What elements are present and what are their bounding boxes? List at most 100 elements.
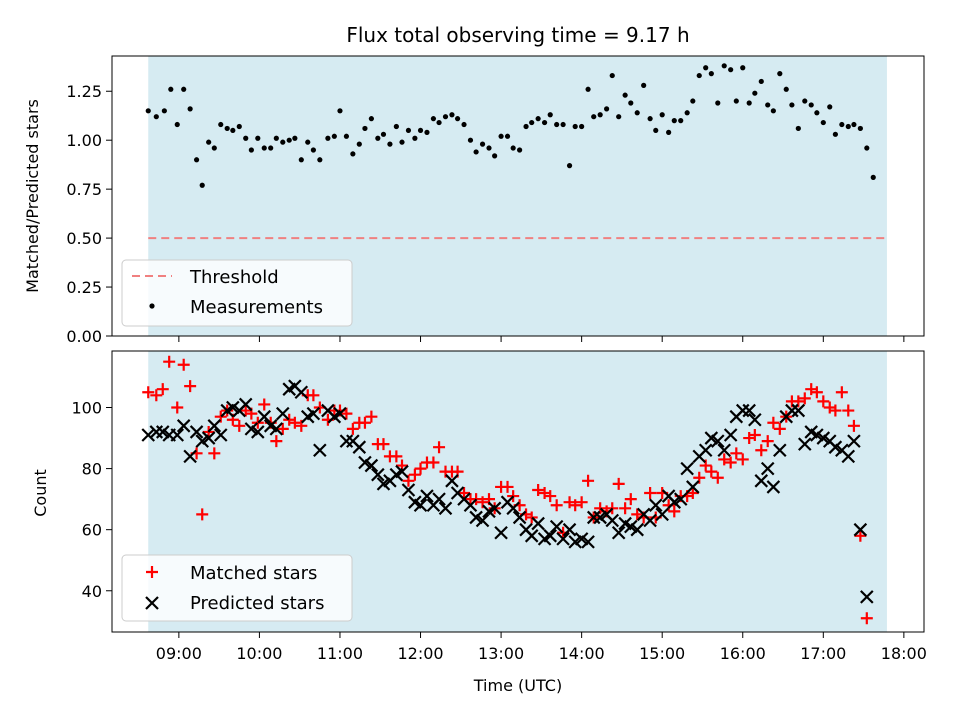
predicted-star-point bbox=[531, 516, 545, 531]
predicted-star-point bbox=[512, 510, 527, 525]
predicted-star-point bbox=[562, 522, 577, 537]
measurement-point bbox=[380, 131, 387, 137]
matched-star-point bbox=[377, 438, 390, 451]
measurement-point bbox=[517, 147, 523, 153]
matched-star-point bbox=[427, 456, 440, 469]
predicted-star-point bbox=[487, 501, 502, 516]
predicted-star-point bbox=[643, 513, 657, 528]
measurement-point bbox=[647, 116, 653, 122]
legend-measurements-swatch bbox=[149, 303, 155, 309]
matched-star-point bbox=[276, 422, 289, 435]
predicted-star-point bbox=[395, 464, 409, 479]
matched-star-point bbox=[624, 493, 637, 506]
predicted-star-point bbox=[760, 461, 775, 476]
legend-predicted-label: Predicted stars bbox=[190, 593, 324, 614]
matched-star-point bbox=[854, 529, 867, 542]
measurement-point bbox=[795, 125, 801, 132]
predicted-star-point bbox=[748, 412, 762, 427]
matched-star-point bbox=[724, 456, 737, 469]
predicted-star-point bbox=[611, 525, 626, 540]
predicted-star-point bbox=[655, 507, 669, 522]
matched-star-point bbox=[390, 450, 403, 463]
matched-star-point bbox=[612, 477, 625, 490]
top-panel: 0.00 0.25 0.50 0.75 1.00 1.25 Matched/Predict… bbox=[23, 55, 925, 346]
matched-star-point bbox=[773, 422, 786, 435]
measurement-point bbox=[591, 114, 597, 120]
matched-star-point bbox=[171, 401, 184, 414]
measurement-point bbox=[789, 102, 795, 108]
measurement-point bbox=[393, 123, 399, 130]
measurement-point bbox=[498, 133, 504, 139]
matched-star-point bbox=[458, 487, 471, 500]
predicted-star-point bbox=[313, 443, 327, 458]
predicted-star-point bbox=[238, 397, 253, 412]
measurement-point bbox=[566, 163, 573, 169]
matched-star-point bbox=[767, 416, 780, 429]
measurement-point bbox=[255, 135, 261, 141]
measurement-point bbox=[554, 121, 560, 128]
measurement-point bbox=[740, 65, 746, 71]
measurement-point bbox=[820, 119, 826, 126]
measurement-point bbox=[224, 125, 230, 132]
measurement-point bbox=[609, 72, 615, 79]
matched-star-point bbox=[575, 496, 588, 509]
predicted-star-point bbox=[742, 403, 756, 418]
measurement-point bbox=[356, 141, 362, 147]
measurement-point bbox=[690, 98, 696, 104]
predicted-star-point bbox=[170, 428, 185, 442]
measurement-point bbox=[659, 112, 665, 118]
matched-star-point bbox=[177, 358, 190, 371]
measurement-point bbox=[430, 116, 437, 122]
predicted-star-point bbox=[798, 437, 812, 451]
predicted-star-point bbox=[257, 409, 272, 424]
measurement-point bbox=[827, 104, 833, 110]
predicted-star-point bbox=[494, 525, 508, 540]
x-tick-label: 11:00 bbox=[317, 644, 363, 663]
matched-star-point bbox=[258, 398, 271, 411]
measurement-point bbox=[181, 86, 187, 92]
measurement-point bbox=[529, 119, 535, 126]
measurement-point bbox=[206, 139, 212, 145]
measurement-point bbox=[199, 182, 205, 188]
predicted-star-point bbox=[352, 440, 367, 454]
matched-star-point bbox=[711, 471, 724, 484]
measurement-point bbox=[541, 119, 548, 126]
measurement-point bbox=[298, 157, 304, 163]
predicted-star-point bbox=[847, 434, 861, 448]
measurement-point bbox=[399, 139, 405, 145]
matched-star-point bbox=[365, 410, 378, 423]
matched-star-point bbox=[798, 392, 811, 405]
x-tick-label: 09:00 bbox=[156, 644, 202, 663]
predicted-star-point bbox=[853, 522, 868, 537]
measurement-point bbox=[597, 112, 603, 118]
measurement-point bbox=[839, 121, 845, 128]
measurement-point bbox=[317, 157, 323, 163]
bottom-legend: Matched stars Predicted stars bbox=[121, 554, 353, 622]
predicted-star-point bbox=[438, 501, 453, 516]
predicted-star-point bbox=[581, 535, 595, 549]
matched-star-point bbox=[847, 419, 860, 432]
bottom-panel: 40 60 80 100 09:00 10:00 11:00 12:00 13:00 14:00… bbox=[31, 350, 927, 663]
measurement-point bbox=[230, 127, 236, 134]
predicted-star-point bbox=[141, 428, 156, 442]
measurement-points bbox=[145, 63, 876, 188]
matched-star-point bbox=[156, 383, 169, 396]
measurement-point bbox=[387, 141, 393, 147]
measurement-point bbox=[286, 137, 292, 143]
measurement-point bbox=[604, 106, 610, 112]
predicted-star-point bbox=[549, 519, 564, 534]
measurement-point bbox=[268, 145, 274, 151]
measurement-point bbox=[273, 135, 279, 141]
predicted-star-point bbox=[294, 385, 309, 400]
matched-star-point bbox=[644, 487, 657, 500]
measurement-point bbox=[442, 114, 449, 120]
predicted-star-point bbox=[445, 474, 459, 488]
matched-star-point bbox=[414, 462, 427, 475]
measurement-point bbox=[870, 174, 876, 180]
measurement-point bbox=[832, 131, 838, 137]
predicted-star-point bbox=[432, 492, 446, 506]
predicted-star-point bbox=[364, 458, 379, 473]
measurement-point bbox=[424, 129, 430, 135]
predicted-star-point bbox=[711, 434, 725, 448]
measurement-point bbox=[579, 123, 585, 130]
